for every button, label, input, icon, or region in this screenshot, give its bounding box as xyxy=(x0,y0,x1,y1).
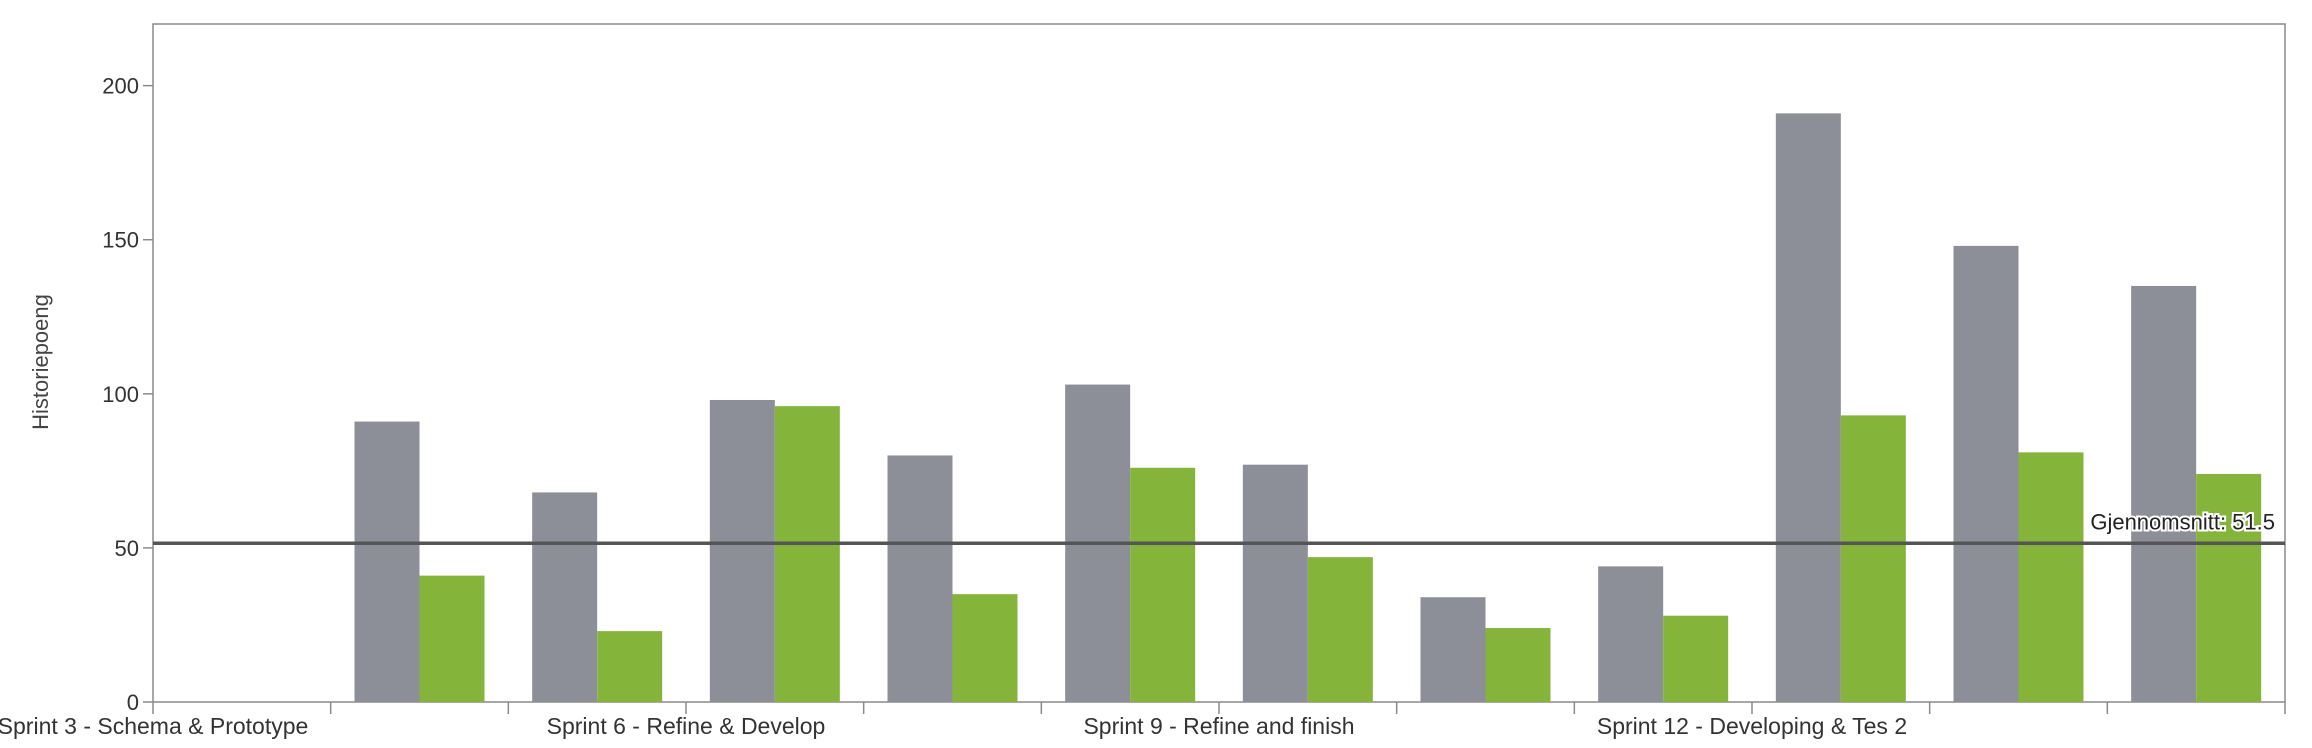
x-tick-label: Sprint 6 - Refine & Develop xyxy=(547,713,826,739)
y-tick-label: 200 xyxy=(102,74,139,99)
bar-series-2 xyxy=(2196,473,2262,702)
bar-series-1 xyxy=(1242,464,1308,702)
bar-series-2 xyxy=(597,631,663,702)
y-tick-label: 0 xyxy=(127,690,139,715)
bar-series-1 xyxy=(709,399,775,702)
bar-series-1 xyxy=(1775,113,1841,702)
bar-series-1 xyxy=(354,421,420,702)
bar-series-2 xyxy=(1130,467,1196,702)
bar-series-2 xyxy=(774,406,840,702)
x-tick-label: Sprint 9 - Refine and finish xyxy=(1083,713,1354,739)
y-tick-label: 150 xyxy=(102,228,139,253)
bar-series-1 xyxy=(1598,566,1664,702)
bar-series-2 xyxy=(952,594,1018,702)
bar-series-1 xyxy=(2131,285,2197,702)
bar-series-1 xyxy=(1953,245,2019,702)
bar-series-2 xyxy=(1840,415,1906,702)
average-label: Gjennomsnitt: 51.5 xyxy=(2090,509,2275,534)
x-tick-label: Sprint 12 - Developing & Tes 2 xyxy=(1597,713,1907,739)
bar-series-1 xyxy=(887,455,953,702)
bar-series-2 xyxy=(1485,628,1551,702)
bar-series-1 xyxy=(532,492,598,702)
bar-series-2 xyxy=(2018,452,2084,702)
bar-series-2 xyxy=(1307,557,1373,702)
bar-series-2 xyxy=(419,575,485,702)
y-axis-label: Historiepoeng xyxy=(28,294,53,430)
bar-series-1 xyxy=(1420,597,1486,702)
y-tick-label: 50 xyxy=(115,536,139,561)
y-tick-label: 100 xyxy=(102,382,139,407)
x-tick-label: Sprint 3 - Schema & Prototype xyxy=(0,713,308,739)
bar-series-2 xyxy=(1663,615,1729,702)
